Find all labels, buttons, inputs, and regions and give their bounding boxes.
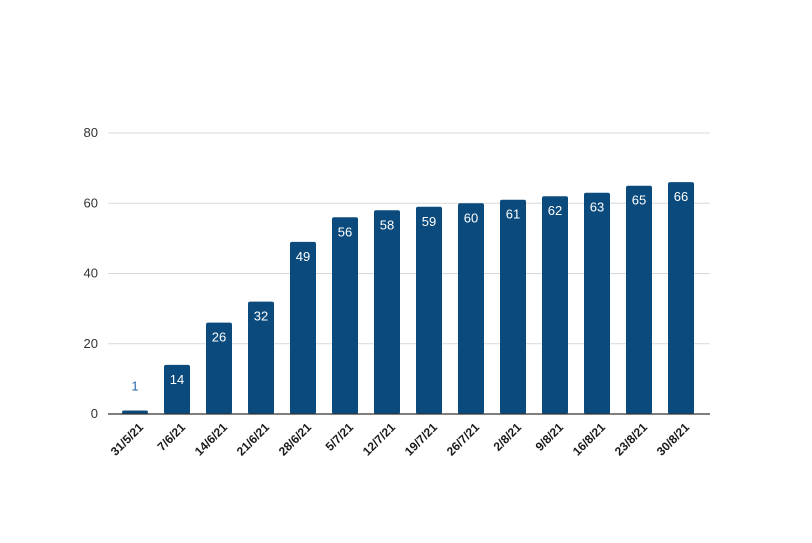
data-label: 61 — [506, 207, 520, 222]
x-tick-label: 28/6/21 — [276, 420, 314, 458]
data-label: 66 — [674, 189, 688, 204]
bar — [164, 364, 190, 414]
x-tick-label: 26/7/21 — [444, 420, 482, 458]
x-axis-tick-labels: 31/5/21 7/6/21 14/6/21 21/6/21 28/6/21 5/7/21… — [108, 420, 692, 458]
data-label: 62 — [548, 203, 562, 218]
x-tick-label: 9/8/21 — [533, 420, 567, 454]
x-tick-label: 12/7/21 — [360, 420, 398, 458]
bar — [416, 206, 442, 414]
data-label: 65 — [632, 193, 646, 208]
y-tick-label: 60 — [84, 195, 98, 210]
bar — [290, 241, 316, 414]
data-label: 14 — [170, 372, 184, 387]
y-tick-label: 80 — [84, 125, 98, 140]
data-label: 32 — [254, 309, 268, 324]
data-label: 56 — [338, 224, 352, 239]
bar — [668, 182, 694, 414]
gridlines — [108, 132, 710, 345]
bars — [122, 182, 694, 414]
x-tick-label: 2/8/21 — [491, 420, 525, 454]
data-label: 58 — [380, 217, 394, 232]
bar — [584, 192, 610, 414]
bar — [626, 185, 652, 414]
y-tick-label: 0 — [91, 406, 98, 421]
x-tick-label: 14/6/21 — [192, 420, 230, 458]
y-tick-label: 20 — [84, 336, 98, 351]
bar — [458, 203, 484, 414]
bar — [122, 410, 148, 414]
bar — [374, 210, 400, 414]
bar — [248, 301, 274, 414]
data-label: 49 — [296, 249, 310, 264]
bar — [206, 322, 232, 414]
bar — [542, 196, 568, 414]
x-tick-label: 16/8/21 — [570, 420, 608, 458]
x-tick-label: 23/8/21 — [612, 420, 650, 458]
x-tick-label: 5/7/21 — [323, 420, 357, 454]
x-tick-label: 30/8/21 — [654, 420, 692, 458]
data-label: 59 — [422, 214, 436, 229]
y-tick-label: 40 — [84, 266, 98, 281]
data-label: 63 — [590, 200, 604, 215]
x-tick-label: 19/7/21 — [402, 420, 440, 458]
x-tick-label: 21/6/21 — [234, 420, 272, 458]
bar — [332, 217, 358, 414]
x-tick-label: 31/5/21 — [108, 420, 146, 458]
data-label: 60 — [464, 210, 478, 225]
bar — [500, 199, 526, 414]
y-axis-tick-labels: 0 20 40 60 80 — [84, 125, 98, 421]
data-label: 26 — [212, 330, 226, 345]
data-labels: 1 14 26 32 49 56 58 59 60 61 62 63 65 66 — [131, 189, 688, 393]
data-label: 1 — [131, 378, 138, 393]
x-tick-label: 7/6/21 — [155, 420, 189, 454]
